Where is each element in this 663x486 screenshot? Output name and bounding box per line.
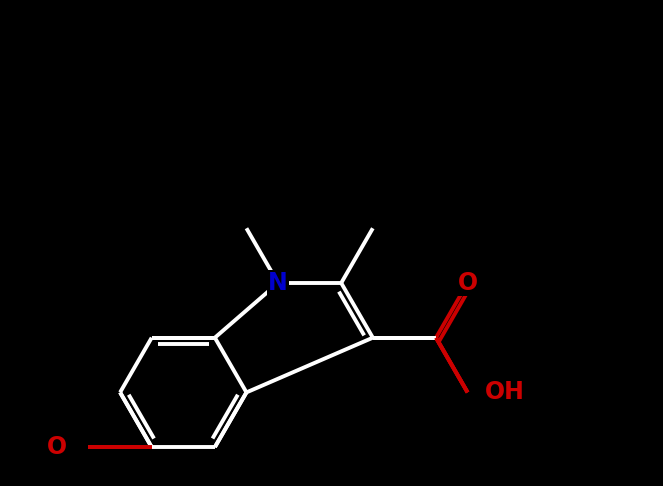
Text: OH: OH [485, 381, 524, 404]
Text: N: N [268, 271, 288, 295]
Text: O: O [47, 435, 67, 459]
Text: O: O [457, 271, 477, 295]
